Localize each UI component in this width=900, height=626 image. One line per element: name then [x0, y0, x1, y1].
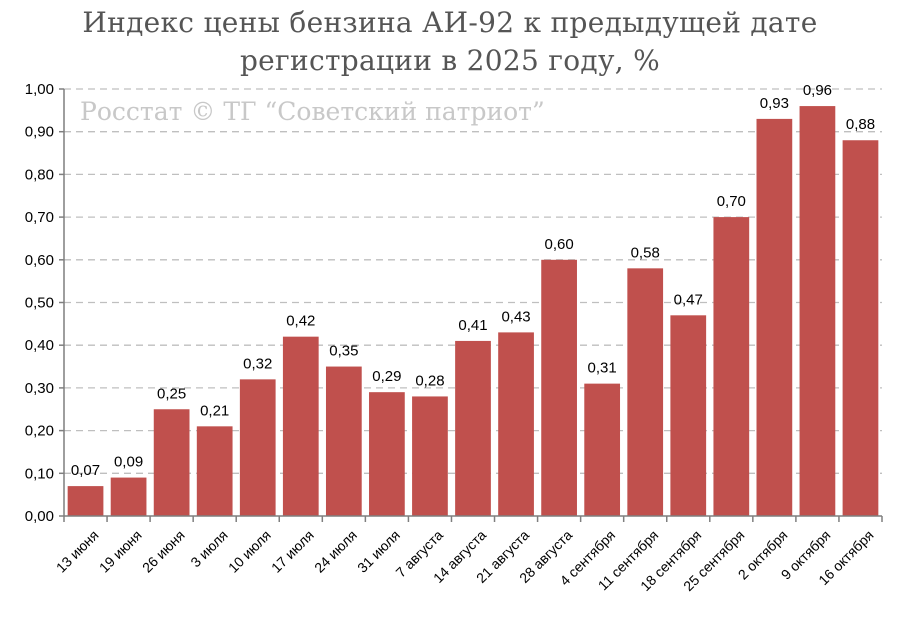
x-tick-label: 19 июня	[96, 527, 145, 576]
bar	[670, 315, 707, 516]
data-label: 0,32	[243, 355, 272, 372]
bars	[67, 106, 879, 517]
bar	[282, 336, 319, 516]
bar	[455, 340, 491, 516]
bar	[627, 268, 664, 516]
bar	[153, 409, 190, 516]
data-label: 0,21	[200, 402, 229, 419]
y-tick-label: 1,00	[25, 81, 54, 98]
x-tick-label: 13 июня	[53, 527, 102, 576]
y-tick-label: 0,60	[25, 252, 54, 269]
x-tick-label: 24 июля	[311, 527, 360, 576]
data-label: 0,58	[631, 244, 660, 261]
data-label: 0,96	[803, 82, 832, 99]
y-tick-label: 0,20	[25, 423, 54, 440]
watermark: Росстат © ТГ “Советский патриот”	[80, 97, 545, 126]
y-tick-label: 0,10	[25, 465, 54, 482]
data-label: 0,93	[760, 95, 789, 112]
bar	[196, 426, 233, 516]
data-label: 0,07	[71, 462, 100, 479]
bar	[239, 379, 276, 516]
y-tick-label: 0,70	[25, 209, 54, 226]
bar	[799, 106, 836, 516]
bar	[325, 366, 362, 516]
data-label: 0,25	[157, 385, 186, 402]
bar	[756, 118, 793, 516]
bar	[412, 396, 448, 516]
bar	[369, 392, 405, 516]
data-label: 0,09	[114, 454, 143, 471]
bar	[541, 259, 577, 516]
data-label: 0,70	[717, 193, 746, 210]
data-label: 0,29	[372, 368, 401, 385]
y-tick-label: 0,50	[25, 295, 54, 312]
data-label: 0,42	[286, 313, 315, 330]
data-label: 0,31	[588, 360, 617, 377]
y-tick-label: 0,90	[25, 124, 54, 141]
axes: 0,00 0,10 0,20 0,30 0,40 0,50 0,60 0,70 0,80 0,90…	[25, 81, 883, 594]
data-label: 0,43	[501, 308, 530, 325]
data-label: 0,28	[415, 372, 444, 389]
chart-title-line-2: регистрации в 2025 году, %	[239, 44, 661, 77]
x-tick-label: 17 июля	[268, 527, 317, 576]
chart-title-line-1: Индекс цены бензина АИ-92 к предыдущей д…	[82, 6, 818, 39]
y-tick-label: 0,30	[25, 380, 54, 397]
bar	[584, 383, 621, 516]
bar	[498, 332, 534, 516]
data-label: 0,41	[458, 317, 487, 334]
data-label: 0,88	[846, 116, 875, 133]
y-tick-label: 0,80	[25, 166, 54, 183]
data-label: 0,60	[545, 236, 574, 253]
y-tick-label: 0,00	[25, 508, 54, 525]
bar	[67, 486, 104, 516]
bar	[842, 140, 879, 517]
y-tick-label: 0,40	[25, 337, 54, 354]
x-tick-label: 26 июня	[139, 527, 188, 576]
x-tick-label: 10 июля	[225, 527, 274, 576]
data-label: 0,35	[329, 343, 358, 360]
bar	[110, 477, 147, 516]
data-labels: 0,07 0,09 0,25 0,21 0,32 0,42 0,35 0,29 0,28 0,41…	[71, 82, 875, 479]
data-label: 0,47	[674, 291, 703, 308]
bar	[713, 217, 750, 516]
